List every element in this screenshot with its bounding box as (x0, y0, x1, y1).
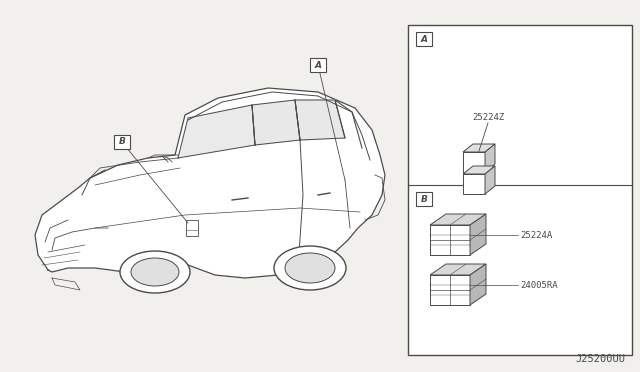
Text: 25224A: 25224A (520, 231, 552, 240)
Ellipse shape (274, 246, 346, 290)
Polygon shape (485, 166, 495, 194)
Ellipse shape (120, 251, 190, 293)
Polygon shape (295, 100, 345, 140)
Polygon shape (470, 264, 486, 305)
Text: A: A (314, 61, 321, 70)
Ellipse shape (285, 253, 335, 283)
Bar (416, 32, 432, 46)
Polygon shape (430, 275, 470, 305)
Bar (310, 58, 326, 72)
Text: B: B (420, 195, 428, 203)
Polygon shape (463, 144, 495, 152)
Polygon shape (470, 214, 486, 255)
Text: J25200UU: J25200UU (575, 354, 625, 364)
Polygon shape (178, 105, 255, 158)
Polygon shape (430, 264, 486, 275)
Bar (186, 220, 198, 236)
Text: 25224Z: 25224Z (472, 113, 504, 122)
Bar (408, 25, 632, 355)
Polygon shape (252, 100, 300, 145)
Polygon shape (463, 166, 495, 174)
Bar (416, 192, 432, 206)
Polygon shape (430, 214, 486, 225)
Polygon shape (35, 88, 385, 278)
Bar (114, 135, 130, 149)
Text: 24005RA: 24005RA (520, 280, 557, 289)
Polygon shape (463, 174, 485, 194)
Polygon shape (463, 152, 485, 172)
Text: A: A (420, 35, 428, 44)
Polygon shape (430, 225, 470, 255)
Text: B: B (118, 138, 125, 147)
Ellipse shape (131, 258, 179, 286)
Polygon shape (485, 144, 495, 172)
